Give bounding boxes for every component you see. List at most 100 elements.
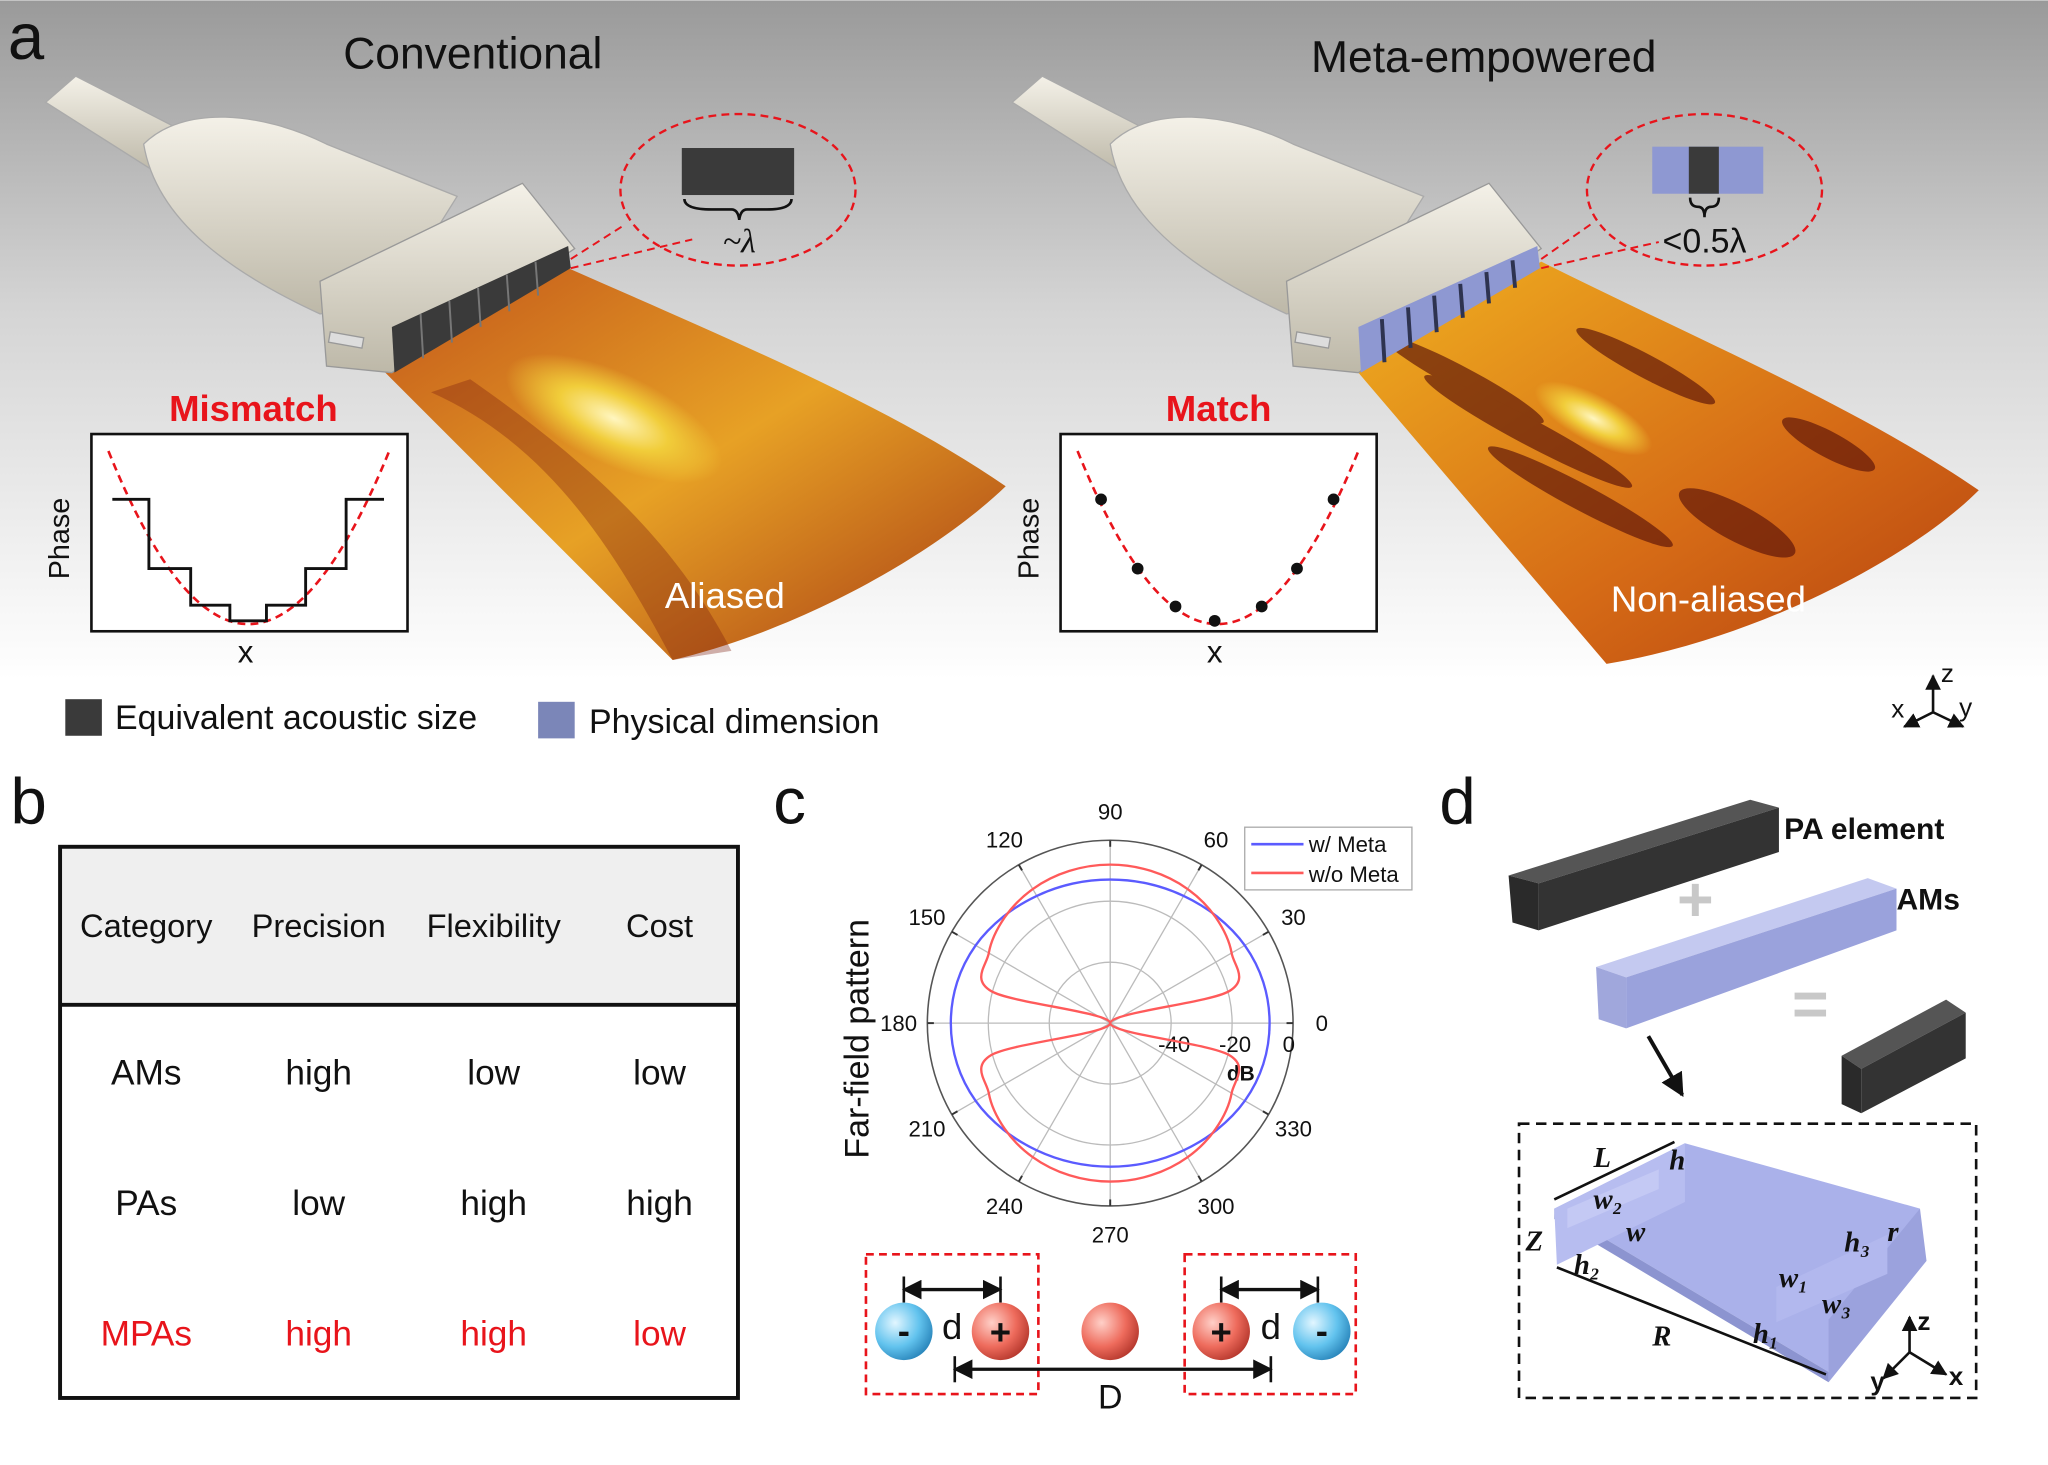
d-label-right: d <box>1261 1306 1281 1347</box>
equivalent-size-block <box>681 148 795 196</box>
axis-triad-d: z x y <box>1870 1306 1963 1396</box>
D-label: D <box>1098 1378 1123 1416</box>
equals-sign: = <box>1792 970 1829 1040</box>
unit-cell-structure <box>1554 1143 1927 1383</box>
panel-b-label: b <box>10 764 46 837</box>
panel-d-label: d <box>1439 764 1475 837</box>
minus-sign: - <box>1316 1310 1328 1351</box>
monopole-source <box>1081 1302 1139 1361</box>
angle-tick <box>951 1110 958 1116</box>
positive-charge <box>1192 1302 1250 1361</box>
angle-tick <box>1197 1175 1203 1182</box>
positive-charge <box>971 1302 1030 1361</box>
brace-icon <box>683 198 793 221</box>
conventional-size-label: ~λ <box>723 224 756 261</box>
combined-element <box>1841 999 1966 1114</box>
table-cell: high <box>460 1315 527 1354</box>
conventional-title: Conventional <box>343 29 602 78</box>
angle-tick <box>951 930 958 936</box>
polar-ylabel: Far-field pattern <box>839 919 877 1159</box>
dim-w3: w₃ <box>1822 1288 1851 1320</box>
pa-element-label: PA element <box>1784 813 1944 846</box>
conventional-beam: Aliased <box>385 268 1006 661</box>
plus-sign: + <box>1211 1311 1232 1352</box>
panel-a-label: a <box>8 0 45 73</box>
axis-z-label: z <box>1917 1306 1930 1336</box>
mismatch-title: Mismatch <box>169 388 338 429</box>
axis-x-label: x <box>1949 1361 1964 1391</box>
legend-swatch-equivalent <box>65 699 102 736</box>
match-inset: Match Phase x <box>1013 388 1378 670</box>
table-cell: high <box>285 1054 352 1093</box>
pa-element-bar <box>1508 799 1779 931</box>
staircase-phase <box>112 497 384 623</box>
angle-tick-label: 150 <box>908 905 945 930</box>
table-header-cell: Cost <box>626 907 693 944</box>
polar-legend: w/ Meta w/o Meta <box>1244 826 1413 891</box>
table-cell: high <box>285 1315 352 1354</box>
angle-tick <box>1017 864 1023 871</box>
meta-elements <box>1358 245 1540 373</box>
dim-r: r <box>1887 1216 1899 1248</box>
table-row: MPAs high high low <box>101 1315 687 1354</box>
table-cell: AMs <box>111 1054 182 1093</box>
match-ylabel: Phase <box>1013 498 1045 579</box>
angle-tick <box>1017 1175 1023 1182</box>
angle-tick-label: 180 <box>880 1011 917 1036</box>
axis-z-label: z <box>1941 658 1954 688</box>
panel-a-legend: Equivalent acoustic size Physical dimens… <box>65 699 880 741</box>
axis-y-label: y <box>1870 1366 1885 1396</box>
negative-charge <box>1293 1302 1351 1361</box>
dim-R: R <box>1651 1321 1671 1353</box>
brace-icon <box>1688 197 1721 218</box>
sampled-phase-points <box>1095 493 1340 627</box>
angle-tick-label: 60 <box>1204 828 1229 853</box>
dim-w2: w₂ <box>1593 1184 1622 1216</box>
match-xlabel: x <box>1207 635 1223 670</box>
meta-beam: Non-aliased <box>1358 261 1979 664</box>
angle-tick-label: 210 <box>908 1117 945 1142</box>
ams-label: AMs <box>1896 883 1959 916</box>
table-cell: high <box>626 1184 693 1223</box>
panel-c: c Far-field pattern 0 30 60 90 120 150 180 210 2… <box>773 764 1413 1416</box>
meta-size-label: <0.5λ <box>1663 223 1747 261</box>
table-cell: PAs <box>115 1184 177 1223</box>
axis-x-label: x <box>1891 693 1904 723</box>
aliased-label: Aliased <box>665 575 785 616</box>
legend-swatch-physical <box>538 701 575 739</box>
angle-tick-label: 120 <box>986 828 1023 853</box>
table-cell: low <box>467 1054 520 1093</box>
angle-tick-label: 0 <box>1316 1011 1328 1036</box>
angle-tick <box>1262 1110 1270 1116</box>
table-cell: MPAs <box>101 1315 192 1354</box>
panel-a: a Conventional Meta-empowered Aliased <box>0 0 2048 742</box>
angle-tick-label: 240 <box>986 1194 1023 1219</box>
angle-tick-label: 270 <box>1092 1223 1129 1248</box>
table-header-cell: Precision <box>252 907 386 944</box>
table-row: AMs high low low <box>111 1054 687 1093</box>
axis-y-label: y <box>1959 692 1972 722</box>
plus-sign: + <box>990 1311 1011 1352</box>
conventional-callout: ~λ <box>570 112 857 270</box>
mismatch-ylabel: Phase <box>44 498 76 579</box>
dim-Z: Z <box>1525 1225 1544 1257</box>
dim-w: w <box>1626 1216 1646 1248</box>
comparison-table <box>58 844 740 1400</box>
angle-tick <box>1197 864 1203 871</box>
meta-probe <box>1011 75 1543 374</box>
mismatch-inset: Mismatch Phase x <box>44 388 409 670</box>
arrow-icon <box>1646 1035 1684 1097</box>
dim-h1: h₁ <box>1753 1318 1779 1350</box>
dipole-diagram: - + d + d - D <box>864 1252 1358 1416</box>
panel-d: d PA element + AMs = <box>1439 764 1978 1400</box>
angle-tick-label: 90 <box>1098 799 1123 824</box>
radial-tick-label: 0 <box>1283 1032 1295 1057</box>
plus-sign: + <box>1677 865 1714 935</box>
table-cell: low <box>633 1054 686 1093</box>
ams-bar <box>1596 878 1897 1029</box>
panel-c-label: c <box>773 764 806 837</box>
angle-tick <box>1262 930 1270 936</box>
legend-label-equivalent: Equivalent acoustic size <box>115 699 477 737</box>
table-header-cell: Flexibility <box>427 907 562 944</box>
